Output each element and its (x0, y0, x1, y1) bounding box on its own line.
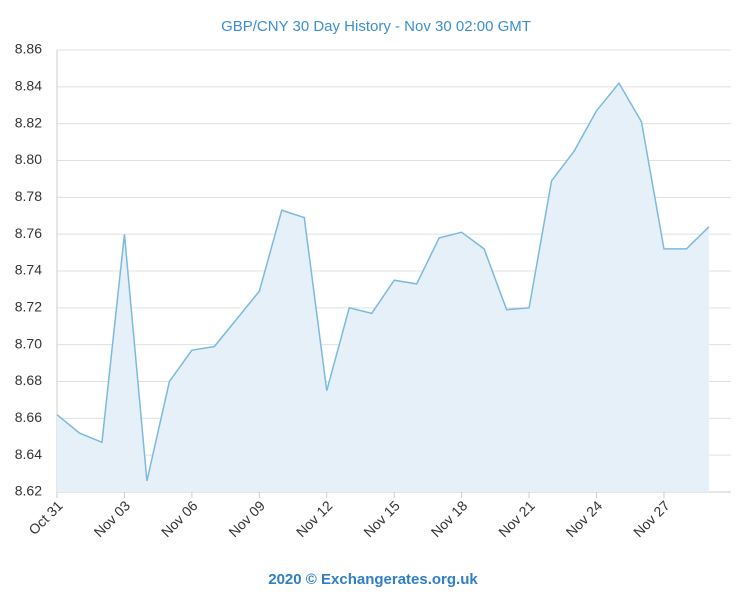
y-tick-label: 8.76 (15, 225, 42, 241)
x-tick-label: Nov 06 (158, 497, 201, 540)
x-tick-label: Nov 09 (225, 497, 268, 540)
y-tick-label: 8.68 (15, 372, 42, 388)
y-tick-label: 8.72 (15, 299, 42, 315)
x-tick-label: Nov 27 (630, 497, 673, 540)
y-tick-label: 8.84 (15, 78, 42, 94)
y-tick-label: 8.78 (15, 188, 42, 204)
y-tick-label: 8.74 (15, 262, 42, 278)
y-tick-label: 8.70 (15, 335, 42, 351)
y-tick-label: 8.86 (15, 41, 42, 57)
line (56, 81, 710, 482)
footer: 2020 © Exchangerates.org.uk (268, 571, 478, 588)
y-tick-label: 8.82 (15, 114, 42, 130)
y-tick-label: 8.66 (15, 409, 42, 425)
x-tick-label: Nov 24 (563, 497, 606, 540)
x-tick-label: Nov 03 (90, 497, 133, 540)
chart-title: GBP/CNY 30 Day History - Nov 30 02:00 GM… (221, 18, 531, 35)
x-tick-label: Nov 21 (495, 497, 538, 540)
x-tick-label: Nov 12 (293, 497, 336, 540)
y-tick-label: 8.62 (15, 483, 42, 499)
y-tick-label: 8.80 (15, 151, 42, 167)
x-tick-label: Nov 18 (428, 497, 471, 540)
x-tick-label: Nov 15 (360, 497, 403, 540)
area (57, 83, 709, 493)
x-tick-label: Oct 31 (25, 497, 66, 538)
y-tick-label: 8.64 (15, 446, 42, 462)
